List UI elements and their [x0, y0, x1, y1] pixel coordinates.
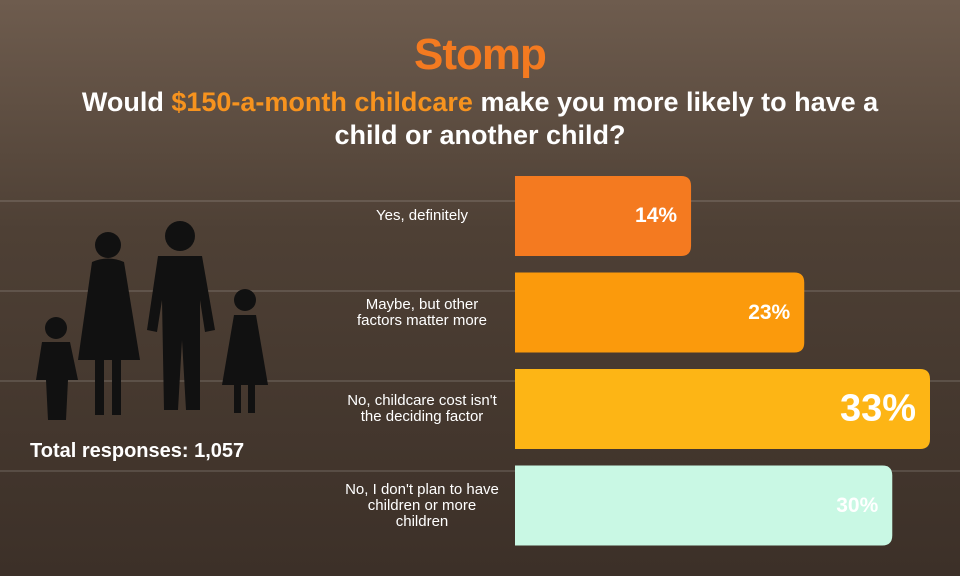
bar: [515, 272, 805, 353]
title-highlight: $150-a-month childcare: [171, 87, 473, 117]
background-line: [0, 380, 960, 382]
title-text: Would: [81, 87, 164, 117]
value-label: 14%: [635, 204, 678, 227]
bar: [515, 176, 692, 256]
brand-logo: Stomp: [414, 30, 547, 79]
bar: [515, 465, 893, 546]
background-line: [0, 290, 960, 292]
category-label: No, childcare cost isn't the deciding fa…: [347, 392, 497, 425]
title-text: make you more likely to have a child or …: [334, 87, 879, 150]
category-label: Yes, definitely: [375, 207, 468, 224]
value-label: 23%: [748, 300, 791, 324]
category-label: Maybe, but other factors matter more: [356, 295, 488, 329]
bar: [515, 369, 930, 449]
total-responses: Total responses: 1,057: [30, 440, 245, 462]
background-line: [0, 200, 960, 202]
value-label: 30%: [836, 493, 879, 517]
family-silhouette: [36, 221, 268, 420]
background-line: [0, 470, 960, 472]
category-label: No, I don't plan to have children or mor…: [345, 480, 499, 530]
chart-title: Would $150-a-month childcare make you mo…: [60, 86, 900, 152]
value-label: 33%: [839, 387, 916, 430]
